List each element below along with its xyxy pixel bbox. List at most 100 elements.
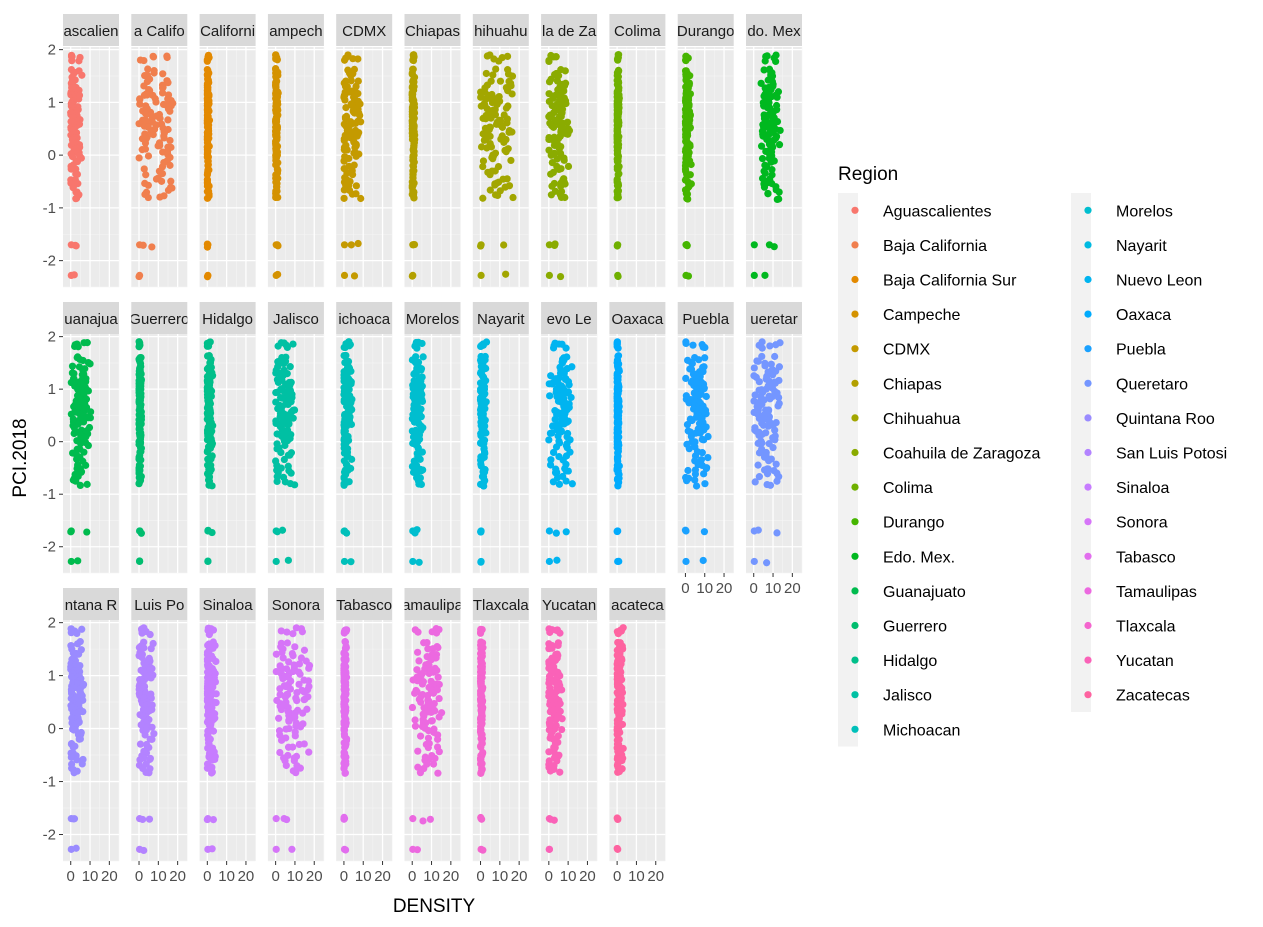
facet-strip xyxy=(609,588,666,620)
data-point xyxy=(340,763,348,772)
data-point xyxy=(356,111,364,119)
data-point xyxy=(476,742,485,750)
data-point xyxy=(158,89,167,97)
point-group xyxy=(67,625,88,853)
data-point xyxy=(166,136,174,145)
point-group xyxy=(340,626,351,854)
data-point xyxy=(557,182,565,190)
data-point xyxy=(689,341,697,349)
facet-strip-label: Oaxaca xyxy=(612,311,664,328)
legend-key xyxy=(1084,587,1092,595)
y-tick-label: -1 xyxy=(43,486,56,503)
point-group xyxy=(203,624,220,853)
data-point xyxy=(483,52,491,60)
data-point xyxy=(492,65,500,73)
data-point xyxy=(687,160,695,169)
facet-strip-label: Puebla xyxy=(682,311,729,328)
data-point xyxy=(67,241,75,249)
data-point xyxy=(477,628,485,636)
data-point xyxy=(156,142,164,150)
data-point xyxy=(300,646,309,654)
data-point xyxy=(503,119,511,127)
point-group xyxy=(408,51,419,280)
data-point xyxy=(556,629,564,637)
facet-strip xyxy=(609,14,666,46)
data-point xyxy=(614,56,622,64)
legend-item: Tlaxcala xyxy=(1084,619,1176,636)
data-point xyxy=(429,760,438,768)
point-group xyxy=(545,51,574,281)
legend-label: Tabasco xyxy=(1116,549,1176,566)
data-point xyxy=(683,194,691,203)
data-point xyxy=(347,558,355,566)
data-point xyxy=(204,815,212,823)
legend-key xyxy=(1084,275,1092,284)
data-point xyxy=(136,756,144,764)
y-tick-label: -2 xyxy=(43,539,56,556)
data-point xyxy=(144,152,153,160)
data-point xyxy=(78,71,86,79)
data-point xyxy=(753,357,761,365)
data-point xyxy=(614,845,622,853)
data-point xyxy=(73,629,81,638)
data-point xyxy=(285,658,293,666)
data-point xyxy=(73,455,81,463)
data-point xyxy=(304,677,313,685)
facet-strip xyxy=(199,14,256,46)
legend-key-background xyxy=(1071,193,1091,712)
facet-strip-label: CDMX xyxy=(342,23,386,40)
data-point xyxy=(771,436,779,444)
data-point xyxy=(771,426,779,434)
data-point xyxy=(342,77,350,85)
facet-panel: Oaxaca xyxy=(609,302,666,574)
facet-panel: Hidalgo xyxy=(199,302,256,574)
data-point xyxy=(424,734,433,742)
data-point xyxy=(277,736,286,744)
data-point xyxy=(477,527,485,535)
facet-panel: Guerrero xyxy=(131,302,188,574)
data-point xyxy=(276,685,284,693)
data-point xyxy=(682,527,690,535)
data-point xyxy=(750,241,758,249)
data-point xyxy=(699,556,707,565)
legend-item: Yucatan xyxy=(1084,653,1174,670)
legend-key xyxy=(851,587,859,595)
data-point xyxy=(67,118,75,126)
data-point xyxy=(156,114,164,123)
data-point xyxy=(69,476,77,484)
data-point xyxy=(282,725,290,733)
data-point xyxy=(340,241,349,249)
legend-key xyxy=(851,552,859,560)
data-point xyxy=(281,441,289,450)
data-point xyxy=(204,241,212,249)
data-point xyxy=(558,725,566,734)
data-point xyxy=(547,191,555,199)
legend-key xyxy=(851,518,859,526)
data-point xyxy=(149,131,157,139)
data-point xyxy=(758,344,766,352)
point-group xyxy=(340,338,356,566)
data-point xyxy=(493,179,501,187)
data-point xyxy=(163,53,171,62)
legend-key xyxy=(1084,414,1092,422)
point-group xyxy=(135,338,145,566)
data-point xyxy=(479,194,487,202)
data-point xyxy=(352,182,360,190)
legend-item: Tamaulipas xyxy=(1084,584,1197,601)
legend-key xyxy=(851,621,859,630)
data-point xyxy=(564,162,573,170)
data-point xyxy=(274,71,282,79)
data-point xyxy=(696,429,704,437)
data-point xyxy=(340,194,348,202)
data-point xyxy=(139,668,148,676)
facet-strip-label: ascalien xyxy=(63,23,118,40)
data-point xyxy=(760,66,768,74)
data-point xyxy=(555,72,563,80)
data-point xyxy=(295,680,303,688)
legend-item: Sonora xyxy=(1084,515,1168,532)
data-point xyxy=(555,374,563,382)
facet-strip xyxy=(336,302,393,334)
data-point xyxy=(614,629,623,637)
data-point xyxy=(283,628,291,636)
data-point xyxy=(352,190,360,198)
